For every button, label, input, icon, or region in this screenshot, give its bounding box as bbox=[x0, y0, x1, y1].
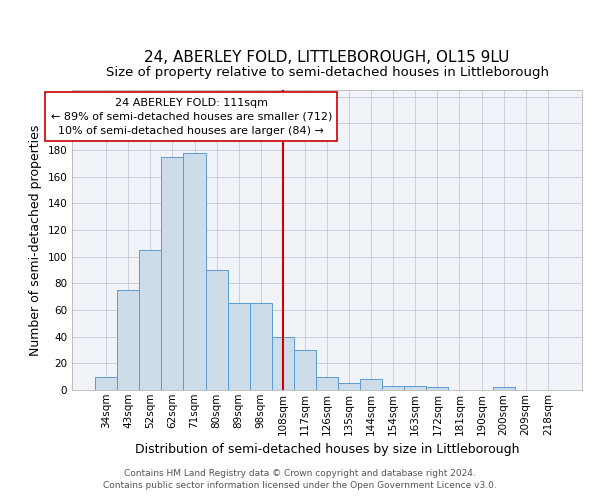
Bar bbox=[272, 336, 294, 390]
Bar bbox=[360, 380, 382, 390]
Bar bbox=[161, 156, 184, 390]
Y-axis label: Number of semi-detached properties: Number of semi-detached properties bbox=[29, 124, 42, 356]
Bar bbox=[382, 386, 404, 390]
Bar bbox=[117, 290, 139, 390]
Bar bbox=[206, 270, 227, 390]
Text: Contains HM Land Registry data © Crown copyright and database right 2024.
Contai: Contains HM Land Registry data © Crown c… bbox=[103, 468, 497, 490]
Text: 24 ABERLEY FOLD: 111sqm
← 89% of semi-detached houses are smaller (712)
10% of s: 24 ABERLEY FOLD: 111sqm ← 89% of semi-de… bbox=[50, 98, 332, 136]
Bar bbox=[250, 304, 272, 390]
Text: 24, ABERLEY FOLD, LITTLEBOROUGH, OL15 9LU: 24, ABERLEY FOLD, LITTLEBOROUGH, OL15 9L… bbox=[145, 50, 509, 65]
Bar bbox=[404, 386, 427, 390]
Text: Size of property relative to semi-detached houses in Littleborough: Size of property relative to semi-detach… bbox=[106, 66, 548, 79]
Bar bbox=[316, 376, 338, 390]
Bar bbox=[227, 304, 250, 390]
Bar bbox=[95, 376, 117, 390]
Bar bbox=[338, 384, 360, 390]
Bar bbox=[427, 388, 448, 390]
X-axis label: Distribution of semi-detached houses by size in Littleborough: Distribution of semi-detached houses by … bbox=[135, 443, 519, 456]
Bar bbox=[294, 350, 316, 390]
Bar bbox=[493, 388, 515, 390]
Bar bbox=[139, 250, 161, 390]
Bar bbox=[184, 152, 206, 390]
